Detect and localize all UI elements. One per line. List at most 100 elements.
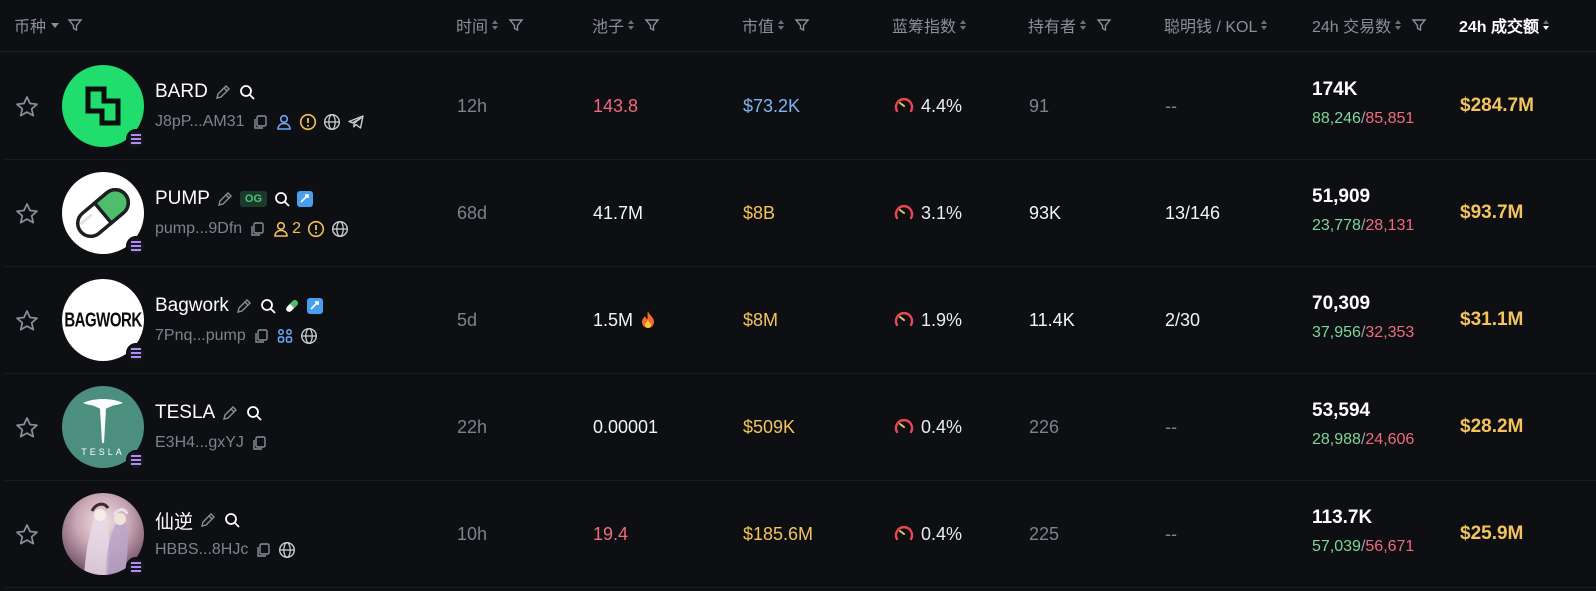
token-name[interactable]: TESLA bbox=[155, 402, 216, 423]
copy-icon[interactable] bbox=[252, 327, 270, 345]
search-icon[interactable] bbox=[238, 83, 256, 101]
sort-icon[interactable] bbox=[778, 18, 786, 32]
header-smart[interactable]: 聪明钱 / KOL bbox=[1164, 13, 1269, 37]
warning-icon[interactable] bbox=[307, 220, 325, 238]
header-time[interactable]: 时间 bbox=[456, 13, 524, 37]
txs-sells: 24,606 bbox=[1365, 431, 1415, 448]
filter-icon[interactable] bbox=[1411, 17, 1427, 33]
user-icon[interactable] bbox=[272, 220, 290, 238]
chevron-down-icon[interactable] bbox=[51, 22, 60, 28]
edit-icon[interactable] bbox=[221, 404, 239, 422]
search-icon[interactable] bbox=[245, 404, 263, 422]
table-row[interactable]: BARD J8pP...AM31 12h 143.8 $73.2K 4.4% 9… bbox=[4, 53, 1596, 160]
smart-money-value: -- bbox=[1165, 95, 1177, 116]
txs-buys: 37,956 bbox=[1312, 324, 1361, 341]
bluechip-value: 0.4% bbox=[921, 523, 963, 544]
avatar[interactable] bbox=[62, 172, 146, 256]
sort-icon[interactable] bbox=[1543, 18, 1551, 32]
globe-icon[interactable] bbox=[331, 220, 349, 238]
header-pool[interactable]: 池子 bbox=[592, 13, 660, 37]
token-name[interactable]: 仙逆 bbox=[155, 511, 194, 533]
group-icon[interactable] bbox=[276, 327, 294, 345]
sort-icon[interactable] bbox=[1261, 18, 1269, 32]
filter-icon[interactable] bbox=[67, 17, 83, 33]
header-txs[interactable]: 24h 交易数 bbox=[1312, 13, 1427, 37]
token-address[interactable]: E3H4...gxYJ bbox=[155, 434, 244, 451]
volume-value: $284.7M bbox=[1460, 95, 1534, 116]
telegram-icon[interactable] bbox=[347, 113, 365, 131]
header-mcap[interactable]: 市值 bbox=[742, 13, 810, 37]
avatar-text: TESLA bbox=[81, 447, 125, 457]
txs-buys: 23,778 bbox=[1312, 217, 1361, 234]
smart-money-value: 13/146 bbox=[1165, 202, 1221, 223]
sort-icon[interactable] bbox=[492, 18, 500, 32]
globe-icon[interactable] bbox=[278, 541, 296, 559]
twitter-badge-icon[interactable] bbox=[297, 191, 314, 207]
pill-icon[interactable] bbox=[283, 297, 301, 315]
avatar[interactable]: TESLA bbox=[62, 386, 146, 470]
token-address[interactable]: HBBS...8HJc bbox=[155, 541, 249, 558]
txs-buys: 28,988 bbox=[1312, 431, 1361, 448]
sort-icon[interactable] bbox=[960, 18, 968, 32]
edit-icon[interactable] bbox=[216, 190, 234, 208]
edit-icon[interactable] bbox=[214, 83, 232, 101]
txs-split: 37,956/32,353 bbox=[1312, 324, 1415, 341]
sort-icon[interactable] bbox=[1395, 18, 1403, 32]
volume-value: $25.9M bbox=[1460, 523, 1524, 544]
copy-icon[interactable] bbox=[254, 541, 272, 559]
globe-icon[interactable] bbox=[323, 113, 341, 131]
token-name[interactable]: Bagwork bbox=[155, 295, 229, 316]
edit-icon[interactable] bbox=[199, 511, 217, 529]
holders-value: 226 bbox=[1029, 416, 1060, 437]
filter-icon[interactable] bbox=[794, 17, 810, 33]
copy-icon[interactable] bbox=[248, 220, 266, 238]
pool-value: 0.00001 bbox=[593, 416, 659, 437]
star-icon[interactable] bbox=[14, 522, 40, 548]
token-address[interactable]: J8pP...AM31 bbox=[155, 113, 245, 130]
copy-icon[interactable] bbox=[250, 434, 268, 452]
star-icon[interactable] bbox=[14, 94, 40, 120]
twitter-badge-icon[interactable] bbox=[306, 298, 323, 314]
search-icon[interactable] bbox=[273, 190, 291, 208]
header-volume[interactable]: 24h 成交额 bbox=[1459, 13, 1551, 37]
header-mcap-label: 市值 bbox=[742, 19, 775, 36]
globe-icon[interactable] bbox=[300, 327, 318, 345]
avatar-text: BAGWORK bbox=[64, 308, 142, 332]
star-icon[interactable] bbox=[14, 308, 40, 334]
holders-value: 225 bbox=[1029, 523, 1060, 544]
star-icon[interactable] bbox=[14, 415, 40, 441]
sort-icon[interactable] bbox=[628, 18, 636, 32]
copy-icon[interactable] bbox=[251, 113, 269, 131]
header-bluechip[interactable]: 蓝筹指数 bbox=[892, 13, 968, 37]
sort-icon[interactable] bbox=[1080, 18, 1088, 32]
table-row[interactable]: 仙逆 HBBS...8HJc 10h 19.4 $185.6M 0.4% 225… bbox=[4, 481, 1596, 588]
avatar[interactable] bbox=[62, 493, 146, 577]
filter-icon[interactable] bbox=[644, 17, 660, 33]
token-address[interactable]: pump...9Dfn bbox=[155, 220, 243, 237]
avatar[interactable]: BAGWORK bbox=[62, 279, 146, 363]
header-holders[interactable]: 持有者 bbox=[1028, 13, 1112, 37]
search-icon[interactable] bbox=[259, 297, 277, 315]
table-row[interactable]: TESLA TESLA E3H4...gxYJ 22h 0.00001 $509… bbox=[4, 374, 1596, 481]
avatar[interactable] bbox=[62, 65, 146, 149]
table-row[interactable]: PUMP OG pump...9Dfn 2 68d 41.7M $8B 3.1%… bbox=[4, 160, 1596, 267]
header-token[interactable]: 币种 bbox=[14, 13, 83, 37]
star-icon[interactable] bbox=[14, 201, 40, 227]
user-icon[interactable] bbox=[275, 113, 293, 131]
edit-icon[interactable] bbox=[235, 297, 253, 315]
pool-value: 19.4 bbox=[593, 523, 629, 544]
table-row[interactable]: BAGWORK Bagwork 7Pnq...pump 5d 1.5M $8M … bbox=[4, 267, 1596, 374]
bluechip-cell: 4.4% bbox=[893, 94, 962, 118]
bluechip-cell: 0.4% bbox=[893, 415, 962, 439]
search-icon[interactable] bbox=[223, 511, 241, 529]
age-value: 68d bbox=[457, 202, 488, 223]
token-name[interactable]: BARD bbox=[155, 81, 208, 102]
token-address[interactable]: 7Pnq...pump bbox=[155, 327, 246, 344]
filter-icon[interactable] bbox=[1096, 17, 1112, 33]
filter-icon[interactable] bbox=[508, 17, 524, 33]
warning-icon[interactable] bbox=[299, 113, 317, 131]
tesla-logo-icon bbox=[83, 399, 123, 443]
bard-logo-icon bbox=[85, 86, 121, 126]
pool-value: 143.8 bbox=[593, 95, 639, 116]
token-name[interactable]: PUMP bbox=[155, 188, 210, 209]
